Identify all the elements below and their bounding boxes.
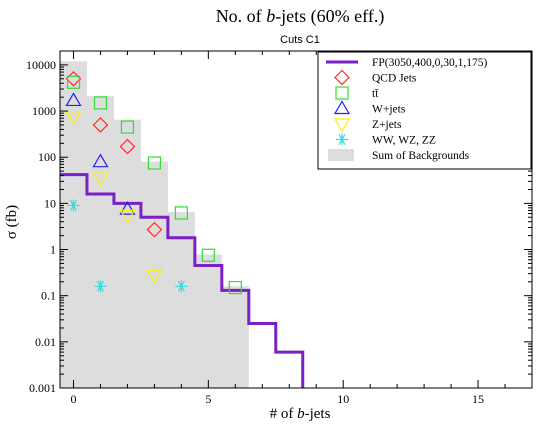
chart-subtitle: Cuts C1 <box>280 34 320 46</box>
legend-label: Z+jets <box>372 119 402 131</box>
legend: FP(3050,400,0,30,1,175) QCD Jets tt̄ W+jets… <box>317 51 532 170</box>
data-point <box>65 111 82 126</box>
legend-label: W+jets <box>372 104 406 116</box>
x-tick-label: 15 <box>472 392 484 406</box>
y-tick-label: 0.1 <box>41 289 56 303</box>
background-bar <box>60 61 87 389</box>
data-point <box>174 206 188 220</box>
background-bars <box>60 61 249 389</box>
y-tick-label: 100 <box>38 150 56 164</box>
background-bar <box>167 212 195 388</box>
data-point <box>120 120 135 134</box>
legend-label: tt̄ <box>372 88 379 100</box>
background-bar <box>113 119 141 388</box>
y-tick-label: 10 <box>44 196 56 210</box>
data-point <box>146 221 163 238</box>
background-bar <box>221 286 249 388</box>
data-point <box>119 138 136 155</box>
data-point <box>94 280 107 293</box>
legend-label: FP(3050,400,0,30,1,175) <box>372 57 487 69</box>
background-markers <box>65 70 242 295</box>
data-point <box>228 280 242 295</box>
legend-swatch-background <box>328 149 354 161</box>
background-bar <box>194 254 222 388</box>
plot-frame <box>59 50 533 389</box>
legend-swatch <box>335 86 349 100</box>
x-axis-label: # of b-jets <box>270 406 331 422</box>
data-point <box>119 200 136 215</box>
background-bar <box>140 161 168 388</box>
data-point <box>67 199 80 212</box>
data-point <box>119 209 136 224</box>
y-tick-label: 0.01 <box>35 335 56 349</box>
y-tick-label: 0.001 <box>29 381 56 395</box>
data-point <box>175 280 188 293</box>
signal-histogram <box>60 173 305 388</box>
data-point <box>92 172 109 187</box>
x-tick-label: 10 <box>337 392 349 406</box>
data-point <box>201 248 215 262</box>
data-point <box>66 75 81 89</box>
legend-swatch <box>334 69 350 86</box>
y-axis-label: σ (fb) <box>4 205 20 239</box>
data-point <box>92 153 109 168</box>
x-tick-label: 0 <box>70 392 76 406</box>
x-tick-label: 5 <box>205 392 211 406</box>
y-tick-label: 10000 <box>26 58 56 72</box>
legend-swatch <box>336 133 348 146</box>
data-point <box>93 96 108 110</box>
y-tick-label: 1000 <box>32 104 56 118</box>
data-point <box>147 156 161 170</box>
legend-label: QCD Jets <box>372 73 417 85</box>
data-point <box>146 270 163 284</box>
legend-swatch <box>333 118 351 133</box>
chart-title: No. of b-jets (60% eff.) <box>216 6 385 27</box>
data-point <box>65 92 82 107</box>
data-point <box>92 117 109 133</box>
legend-swatch <box>333 100 351 115</box>
background-bar <box>86 96 114 389</box>
legend-label: WW, WZ, ZZ <box>372 135 436 147</box>
signal-step-line <box>60 173 305 388</box>
y-tick-label: 1 <box>50 243 56 257</box>
legend-label: Sum of Backgrounds <box>372 150 470 162</box>
